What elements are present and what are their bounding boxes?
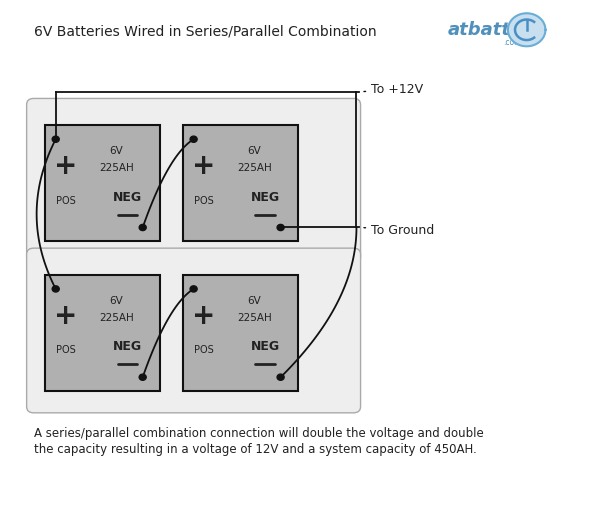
Text: POS: POS xyxy=(194,196,214,206)
Text: NEG: NEG xyxy=(251,340,280,353)
Text: 6V: 6V xyxy=(109,295,123,306)
Text: A series/parallel combination connection will double the voltage and double: A series/parallel combination connection… xyxy=(34,427,484,440)
Text: To Ground: To Ground xyxy=(364,224,434,237)
Circle shape xyxy=(52,136,59,142)
Text: NEG: NEG xyxy=(251,191,280,204)
Circle shape xyxy=(277,224,284,230)
Circle shape xyxy=(277,374,284,380)
FancyBboxPatch shape xyxy=(46,125,160,241)
FancyBboxPatch shape xyxy=(184,275,298,391)
Text: +: + xyxy=(55,302,77,330)
Text: POS: POS xyxy=(56,196,76,206)
FancyBboxPatch shape xyxy=(184,125,298,241)
Circle shape xyxy=(508,13,545,46)
FancyBboxPatch shape xyxy=(46,275,160,391)
Text: 6V: 6V xyxy=(247,295,261,306)
Text: +: + xyxy=(192,302,215,330)
Text: 225AH: 225AH xyxy=(237,313,272,323)
Text: 6V: 6V xyxy=(109,146,123,156)
Text: 6V: 6V xyxy=(247,146,261,156)
Text: atbatt: atbatt xyxy=(448,21,511,39)
Text: 6V Batteries Wired in Series/Parallel Combination: 6V Batteries Wired in Series/Parallel Co… xyxy=(34,24,376,38)
Circle shape xyxy=(190,286,197,292)
Text: 225AH: 225AH xyxy=(99,163,134,173)
Circle shape xyxy=(139,224,146,230)
Text: +: + xyxy=(192,152,215,180)
Text: .com: .com xyxy=(503,38,521,47)
Text: To +12V: To +12V xyxy=(364,83,423,95)
FancyBboxPatch shape xyxy=(26,99,361,263)
Text: NEG: NEG xyxy=(113,191,142,204)
Text: POS: POS xyxy=(56,346,76,356)
Circle shape xyxy=(190,136,197,142)
Text: +: + xyxy=(55,152,77,180)
Circle shape xyxy=(52,286,59,292)
Text: the capacity resulting in a voltage of 12V and a system capacity of 450AH.: the capacity resulting in a voltage of 1… xyxy=(34,443,476,456)
FancyBboxPatch shape xyxy=(26,248,361,413)
Text: NEG: NEG xyxy=(113,340,142,353)
Circle shape xyxy=(139,374,146,380)
Text: 225AH: 225AH xyxy=(99,313,134,323)
Text: POS: POS xyxy=(194,346,214,356)
Text: 225AH: 225AH xyxy=(237,163,272,173)
